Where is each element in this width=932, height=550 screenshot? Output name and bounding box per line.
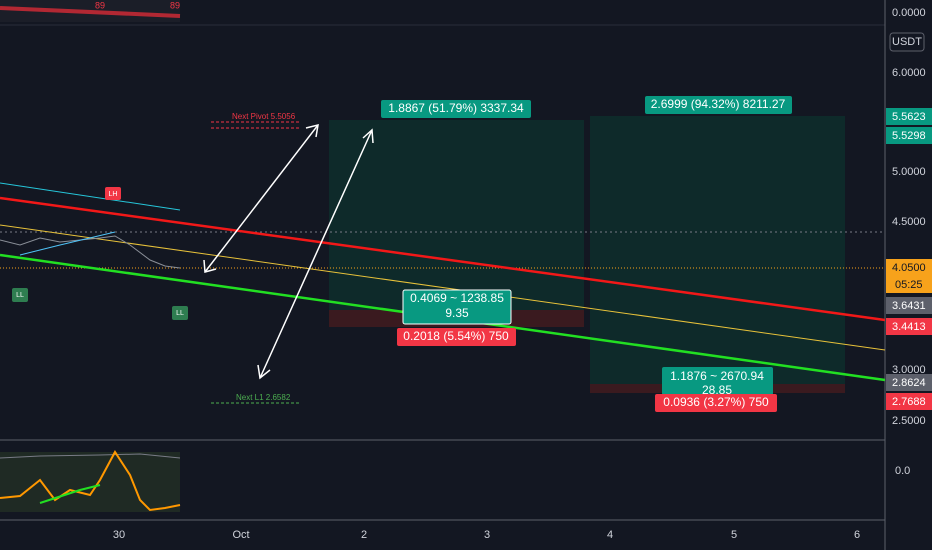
price-label-box (886, 374, 932, 391)
ll-marker (172, 306, 188, 320)
time-tick: 4 (607, 529, 613, 541)
price-label-box (886, 127, 932, 144)
price-label: 2.7688 (892, 396, 926, 408)
pivot-label: Next Pivot 5.5056 (232, 112, 296, 121)
stop-label-box (655, 394, 777, 412)
stop-label-box (397, 328, 516, 346)
indicator-line (39, 484, 101, 504)
top-value: 89 (95, 0, 105, 10)
trend-line (0, 224, 886, 351)
price-tick: 2.5000 (892, 415, 926, 427)
time-tick: 5 (731, 529, 737, 541)
indicator-line (0, 450, 181, 512)
center-label: 28.85 (702, 383, 732, 397)
target-label: 2.6999 (94.32%) 8211.27 (651, 97, 786, 111)
time-tick: 30 (113, 529, 125, 541)
price-label-box (886, 259, 932, 293)
time-tick: Oct (232, 529, 249, 541)
trend-line (0, 182, 181, 211)
lh-marker (105, 187, 121, 200)
time-tick: 3 (484, 529, 490, 541)
target-label: 1.8867 (51.79%) 3337.34 (388, 101, 524, 115)
price-tick: 5.0000 (892, 166, 926, 178)
price-label: 4.0500 (892, 262, 926, 274)
target-label-box (645, 96, 792, 114)
price-label-box (886, 318, 932, 335)
center-label: 1.1876 ~ 2670.94 (670, 369, 764, 383)
currency-box[interactable] (889, 32, 925, 52)
candles (0, 235, 181, 269)
top-value: 89 (170, 0, 180, 10)
ll-label: LL (176, 310, 184, 317)
currency[interactable]: USDT (892, 36, 922, 48)
indicator-bg (0, 452, 180, 512)
time-tick: 6 (854, 529, 860, 541)
price-label-box (886, 108, 932, 125)
price-label-box (886, 297, 932, 314)
price-tick: 4.5000 (892, 216, 926, 228)
price-label: 5.5298 (892, 130, 926, 142)
indicator-band (0, 453, 181, 459)
price-label-box (886, 393, 932, 410)
center-label-box (662, 367, 773, 395)
lh-label: LH (109, 191, 118, 198)
price-label: 5.5623 (892, 111, 926, 123)
price-tick: 0.0000 (892, 7, 926, 19)
profit-zone (590, 116, 845, 384)
zigzag (19, 231, 116, 256)
price-label: 2.8624 (892, 377, 926, 389)
stop-label: 0.0936 (3.27%) 750 (663, 395, 769, 409)
center-label: 9.35 (445, 306, 469, 320)
ll-label: LL (16, 292, 24, 299)
ll-marker (12, 288, 28, 302)
arrow (203, 123, 374, 380)
target-label-box (381, 100, 531, 118)
price-label: 3.4413 (892, 321, 926, 333)
stop-label: 0.2018 (5.54%) 750 (403, 329, 509, 343)
center-label: 0.4069 ~ 1238.85 (410, 291, 504, 305)
pivot-label: Next L1 2.6582 (236, 393, 291, 402)
price-label: 3.6431 (892, 300, 926, 312)
center-label-box (402, 289, 512, 325)
countdown: 05:25 (895, 279, 923, 291)
profit-zone (329, 120, 584, 310)
price-tick: 6.0000 (892, 67, 926, 79)
price-tick: 3.0000 (892, 364, 926, 376)
trend-line (0, 196, 886, 322)
time-tick: 2 (361, 529, 367, 541)
top-indicator-line (0, 6, 181, 18)
indicator-tick: 0.0 (895, 465, 910, 477)
